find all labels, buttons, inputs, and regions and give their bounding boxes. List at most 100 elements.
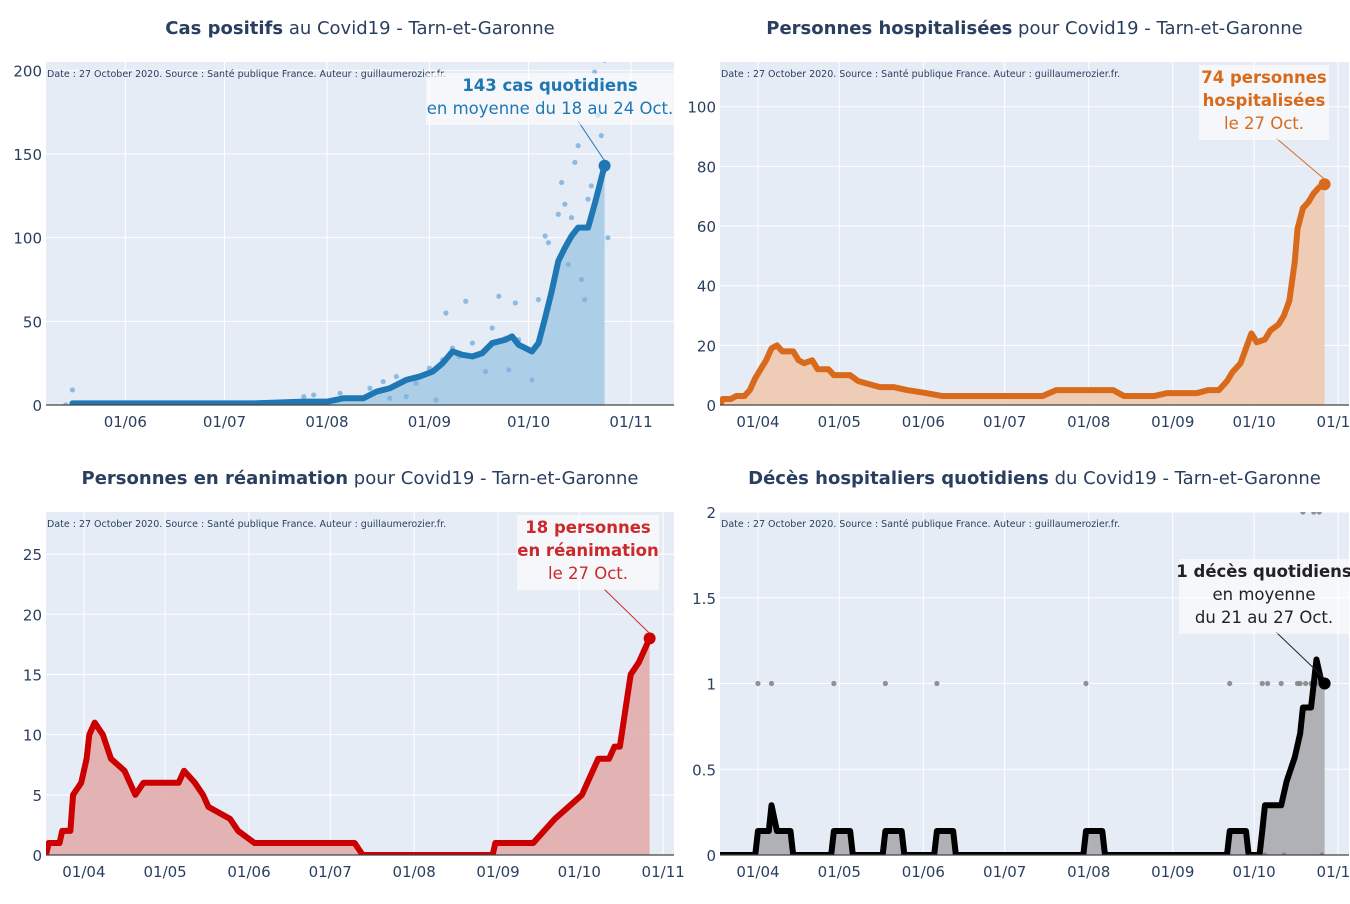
data-point: [393, 373, 399, 380]
x-tick-label: 01/09: [408, 413, 451, 431]
y-tick-label: 1.5: [692, 590, 716, 608]
data-point: [568, 215, 575, 221]
data-point: [387, 395, 393, 401]
y-tick-label: 10: [23, 727, 42, 745]
data-point: [1297, 680, 1303, 687]
chart-title-rest: pour Covid19 - Tarn-et-Garonne: [348, 468, 638, 489]
data-point: [1265, 680, 1271, 687]
annotation-line: en réanimation: [517, 541, 659, 560]
x-tick-label: 01/05: [143, 863, 186, 881]
source-note: Date : 27 October 2020. Source : Santé p…: [721, 519, 1120, 530]
x-tick-label: 01/10: [1232, 863, 1275, 881]
x-tick-label: 01/08: [1067, 863, 1110, 881]
x-tick-label: 01/05: [818, 413, 861, 431]
x-tick-label: 01/04: [736, 413, 779, 431]
x-tick-label: 01/11: [1317, 413, 1350, 431]
data-point: [512, 300, 518, 306]
data-point: [529, 377, 535, 383]
x-tick-label: 01/10: [507, 413, 550, 431]
series-line: [720, 656, 1328, 855]
y-tick-label: 1: [706, 676, 716, 694]
data-point: [1278, 680, 1284, 687]
y-tick-label: 0: [706, 397, 716, 415]
plot-area: [63, 62, 611, 405]
data-point: [545, 240, 552, 246]
data-point: [1300, 512, 1306, 515]
x-tick-label: 01/08: [393, 863, 436, 881]
annotation-line: du 21 au 27 Oct.: [1195, 608, 1333, 627]
chart-title-bold: Personnes en réanimation: [82, 468, 349, 489]
chart-title: Décès hospitaliers quotidiens du Covid19…: [748, 468, 1321, 489]
plot-area: [720, 181, 1328, 405]
data-point: [1316, 512, 1322, 515]
chart-cases: Cas positifs au Covid19 - Tarn-et-Garonn…: [13, 18, 674, 431]
y-tick-label: 20: [697, 337, 716, 355]
data-point: [542, 233, 548, 239]
x-tick-label: 01/09: [1151, 413, 1194, 431]
y-tick-label: 0: [32, 847, 42, 865]
y-tick-label: 2: [706, 504, 716, 522]
x-tick-label: 01/07: [309, 863, 352, 881]
data-point: [602, 62, 607, 63]
end-marker: [643, 632, 656, 645]
annotation-box: [1199, 65, 1329, 140]
y-tick-label: 20: [23, 606, 42, 624]
area-fill: [720, 184, 1325, 405]
data-point: [934, 680, 940, 687]
data-point: [1083, 680, 1089, 687]
x-tick-label: 01/07: [203, 413, 246, 431]
data-point: [1259, 680, 1265, 687]
annotation-line: 74 personnes: [1201, 68, 1327, 87]
data-point: [489, 325, 495, 331]
x-tick-label: 01/06: [104, 413, 147, 431]
area-fill: [72, 165, 605, 405]
y-tick-label: 0: [32, 397, 42, 415]
chart-title-bold: Cas positifs: [165, 18, 283, 39]
x-tick-label: 01/06: [902, 863, 945, 881]
annotation-box: [426, 73, 674, 125]
data-point: [882, 680, 888, 687]
annotation-arrow: [603, 588, 650, 634]
chart-rea: Personnes en réanimation pour Covid19 - …: [23, 468, 685, 881]
y-tick-label: 40: [697, 278, 716, 296]
source-note: Date : 27 October 2020. Source : Santé p…: [47, 69, 446, 80]
x-tick-label: 01/06: [227, 863, 270, 881]
data-point: [483, 368, 489, 375]
series-line: [69, 162, 608, 405]
data-point: [1319, 852, 1325, 855]
x-tick-label: 01/08: [1067, 413, 1110, 431]
data-point: [605, 235, 611, 241]
data-point: [831, 680, 837, 687]
source-note: Date : 27 October 2020. Source : Santé p…: [47, 519, 446, 530]
y-tick-label: 15: [23, 666, 42, 684]
data-point: [463, 298, 469, 304]
data-point: [367, 385, 373, 391]
annotation-arrow: [577, 120, 606, 162]
y-tick-label: 60: [697, 218, 716, 236]
data-point: [768, 680, 775, 687]
y-tick-label: 0: [706, 847, 716, 865]
data-point: [582, 296, 588, 303]
data-point: [1262, 852, 1268, 855]
data-point: [1303, 680, 1309, 687]
data-point: [506, 367, 512, 373]
x-tick-label: 01/09: [476, 863, 519, 881]
y-tick-label: 200: [13, 62, 42, 80]
data-point: [559, 179, 565, 186]
annotation-arrow: [1275, 631, 1325, 679]
data-point: [598, 133, 604, 139]
plot-area: [720, 512, 1328, 855]
area-fill: [46, 638, 650, 855]
data-point: [311, 392, 317, 398]
data-point: [562, 201, 568, 207]
x-tick-label: 01/11: [609, 413, 652, 431]
chart-title-bold: Personnes hospitalisées: [766, 18, 1012, 39]
data-point: [433, 397, 439, 403]
chart-deces: Décès hospitaliers quotidiens du Covid19…: [692, 468, 1350, 881]
annotation-line: 143 cas quotidiens: [462, 76, 638, 95]
data-point: [578, 276, 585, 283]
data-point: [1281, 852, 1287, 855]
end-marker: [1318, 677, 1331, 690]
